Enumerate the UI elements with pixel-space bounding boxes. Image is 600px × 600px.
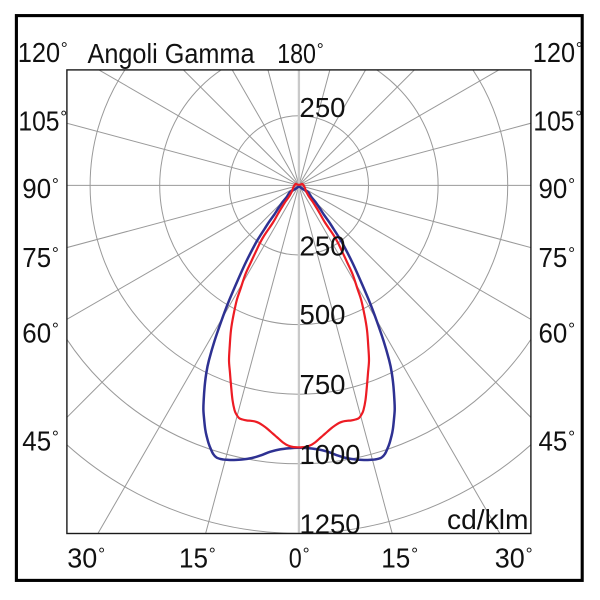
svg-text:90: 90 — [539, 173, 568, 204]
svg-text:°: ° — [52, 244, 59, 264]
svg-text:°: ° — [568, 175, 575, 195]
svg-text:750: 750 — [300, 369, 346, 400]
svg-text:15: 15 — [381, 543, 410, 574]
svg-text:°: ° — [568, 427, 575, 447]
svg-text:°: ° — [52, 319, 59, 339]
svg-text:°: ° — [52, 427, 59, 447]
svg-text:°: ° — [568, 244, 575, 264]
svg-text:75: 75 — [22, 242, 51, 273]
svg-text:30: 30 — [495, 543, 525, 574]
svg-text:°: ° — [317, 40, 324, 60]
svg-text:105: 105 — [533, 106, 574, 137]
svg-text:°: ° — [303, 544, 310, 564]
svg-text:°: ° — [209, 544, 216, 564]
svg-text:60: 60 — [22, 318, 51, 349]
svg-text:250: 250 — [300, 92, 346, 123]
svg-text:250: 250 — [300, 230, 346, 261]
svg-text:45: 45 — [539, 426, 568, 457]
svg-text:°: ° — [526, 544, 533, 564]
svg-text:Angoli Gamma: Angoli Gamma — [88, 38, 255, 69]
svg-text:°: ° — [411, 544, 418, 564]
svg-text:°: ° — [98, 544, 105, 564]
svg-text:105: 105 — [18, 106, 59, 137]
svg-text:180: 180 — [277, 38, 316, 69]
svg-text:0: 0 — [289, 543, 302, 574]
svg-text:°: ° — [576, 39, 583, 59]
svg-text:75: 75 — [539, 242, 568, 273]
svg-text:45: 45 — [22, 426, 51, 457]
svg-text:°: ° — [60, 107, 67, 127]
svg-text:120: 120 — [18, 37, 60, 68]
svg-text:1000: 1000 — [300, 439, 361, 470]
svg-text:°: ° — [568, 319, 575, 339]
svg-text:cd/klm: cd/klm — [447, 504, 529, 535]
svg-text:°: ° — [61, 39, 68, 59]
svg-text:°: ° — [575, 107, 582, 127]
svg-text:500: 500 — [300, 299, 346, 330]
svg-text:60: 60 — [539, 318, 568, 349]
svg-text:30: 30 — [67, 543, 97, 574]
svg-text:15: 15 — [179, 543, 208, 574]
svg-text:°: ° — [52, 175, 59, 195]
svg-text:90: 90 — [22, 173, 51, 204]
svg-text:1250: 1250 — [300, 508, 361, 539]
svg-text:120: 120 — [533, 37, 575, 68]
